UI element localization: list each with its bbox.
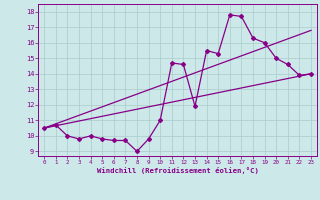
X-axis label: Windchill (Refroidissement éolien,°C): Windchill (Refroidissement éolien,°C) — [97, 167, 259, 174]
